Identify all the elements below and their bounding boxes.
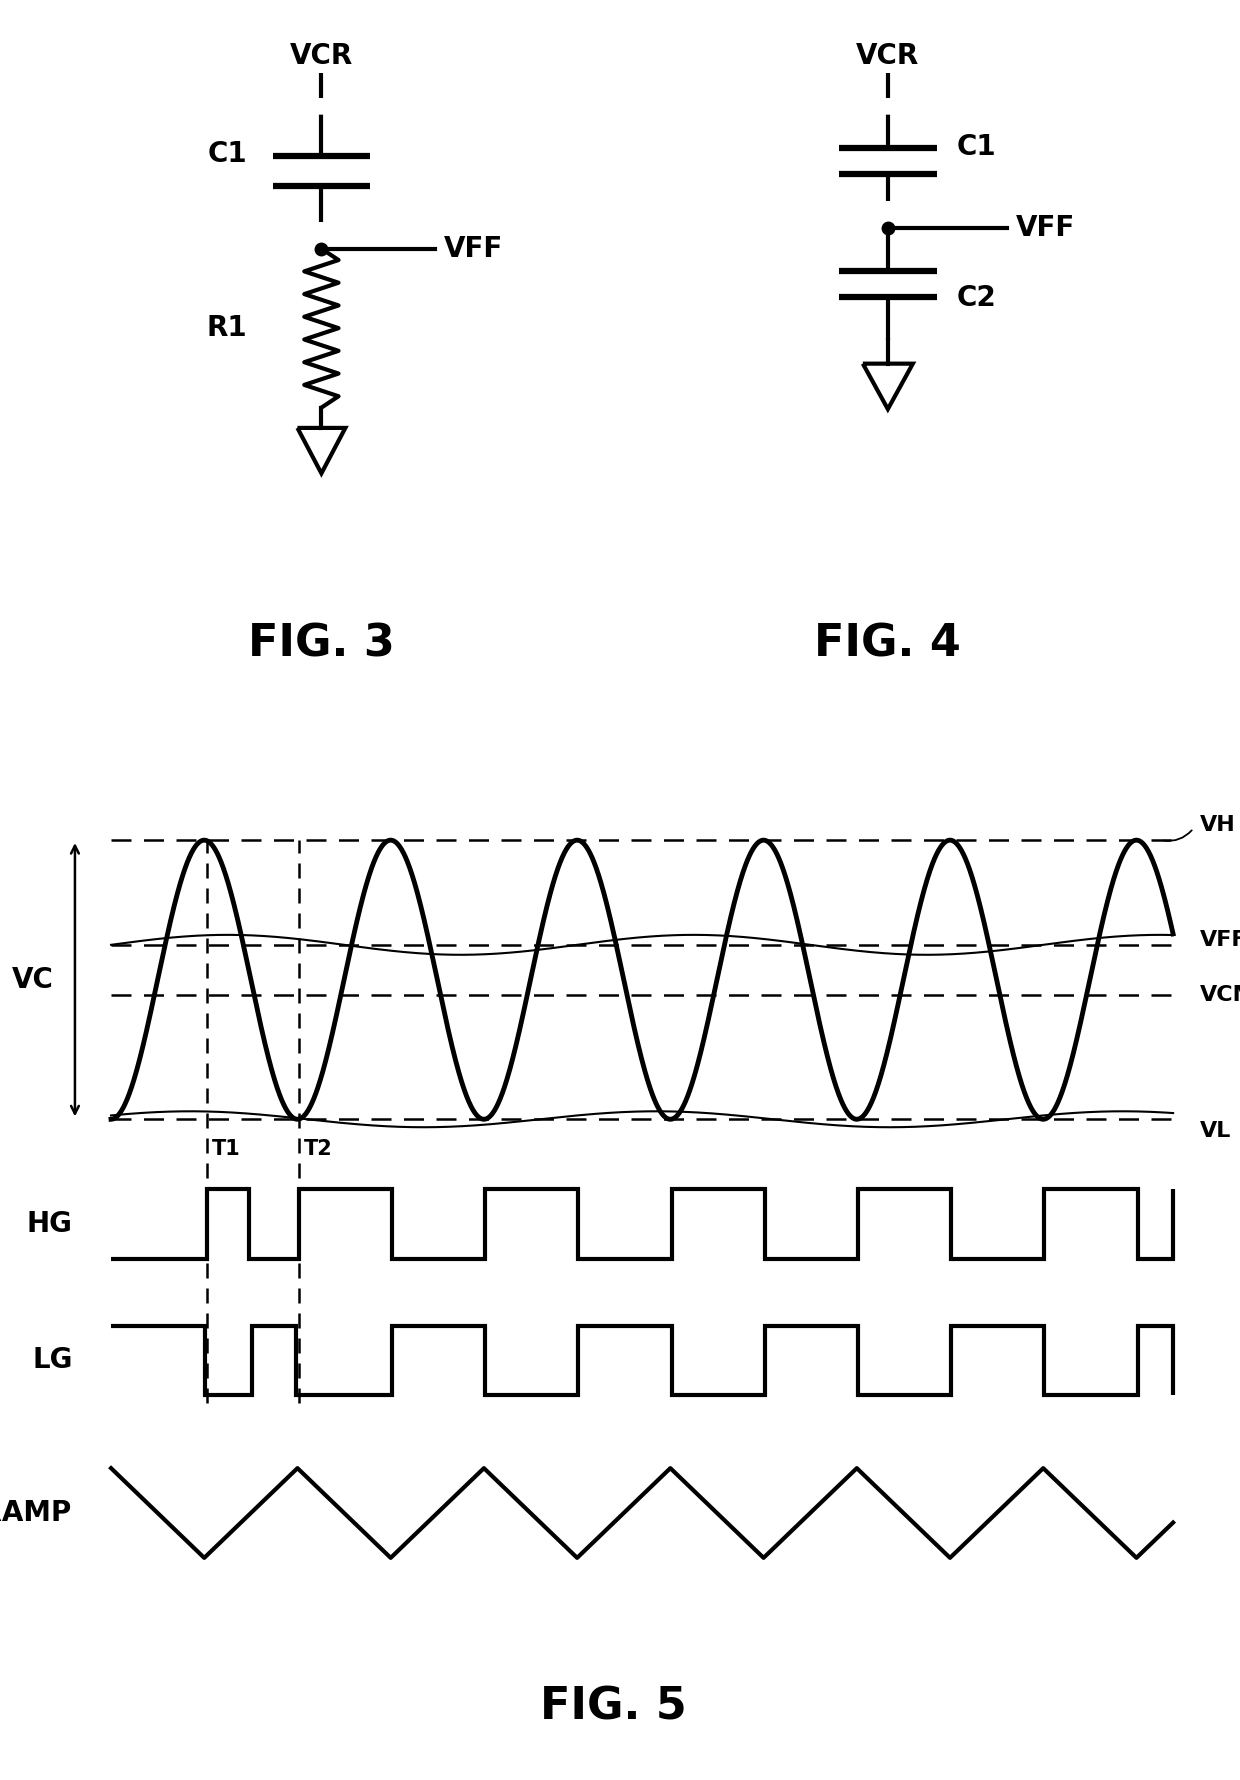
Text: VH: VH xyxy=(1199,815,1235,835)
Text: VFF: VFF xyxy=(1016,214,1075,242)
Text: R1: R1 xyxy=(207,313,247,342)
Text: VCR: VCR xyxy=(856,43,920,69)
Text: C1: C1 xyxy=(956,134,996,162)
Text: LG: LG xyxy=(32,1346,72,1374)
Text: HG: HG xyxy=(27,1210,72,1237)
Text: VC: VC xyxy=(11,967,53,993)
Text: T2: T2 xyxy=(304,1139,332,1159)
Text: VRAMP: VRAMP xyxy=(0,1499,72,1527)
Text: VCR: VCR xyxy=(290,43,353,69)
Text: VFF: VFF xyxy=(1199,929,1240,951)
Text: VCMR: VCMR xyxy=(1199,984,1240,1004)
Text: VFF: VFF xyxy=(444,235,503,263)
Text: C1: C1 xyxy=(207,141,247,167)
Text: C2: C2 xyxy=(956,283,996,311)
Text: FIG. 4: FIG. 4 xyxy=(815,623,961,666)
Text: T1: T1 xyxy=(212,1139,241,1159)
Text: FIG. 3: FIG. 3 xyxy=(248,623,394,666)
Text: FIG. 5: FIG. 5 xyxy=(541,1686,687,1728)
Text: VL: VL xyxy=(1199,1121,1231,1141)
